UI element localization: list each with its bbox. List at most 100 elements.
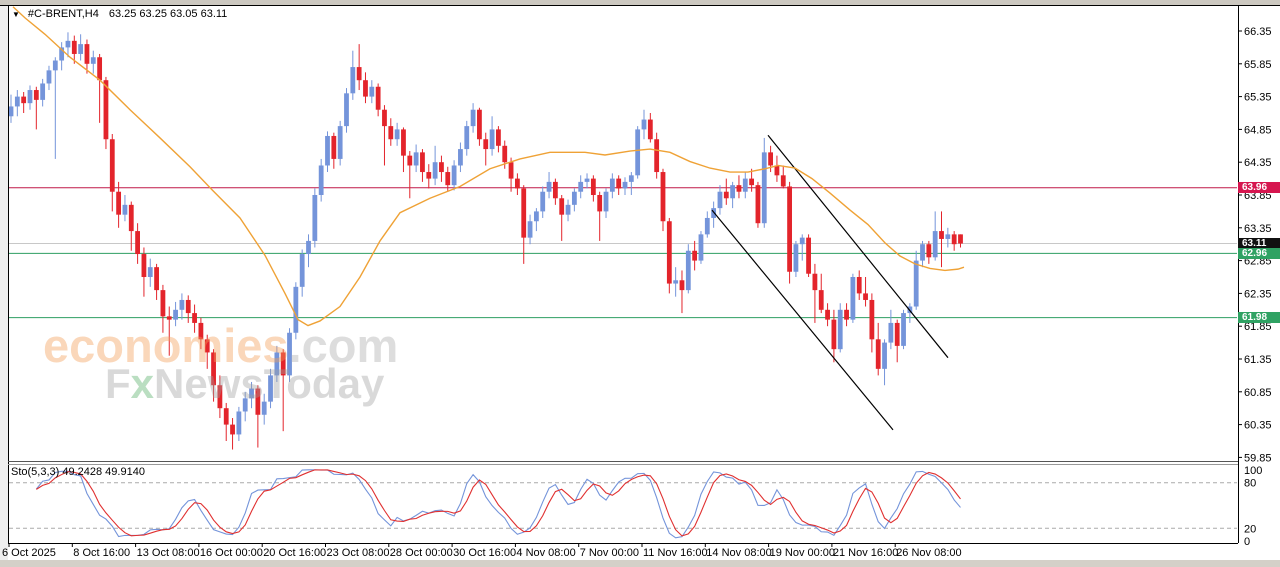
candle-up bbox=[913, 250, 919, 310]
candle-down bbox=[426, 164, 432, 189]
candle-down bbox=[356, 44, 362, 91]
candle-up bbox=[413, 144, 419, 173]
moving-average-line[interactable] bbox=[12, 6, 965, 327]
candle-up bbox=[489, 116, 495, 156]
candle-down bbox=[863, 277, 868, 307]
price-axis-label: 60.85 bbox=[1244, 387, 1272, 399]
candle-down bbox=[749, 168, 755, 192]
price-axis-label: 65.85 bbox=[1244, 59, 1272, 71]
candle-up bbox=[451, 160, 457, 191]
stochastic-d-line bbox=[36, 469, 961, 537]
candle-up bbox=[306, 234, 311, 268]
price-axis-label: 63.35 bbox=[1244, 223, 1272, 235]
candle-up bbox=[882, 339, 887, 386]
time-axis-label: 13 Oct 08:00 bbox=[137, 547, 200, 559]
price-axis-label: 61.35 bbox=[1244, 354, 1272, 366]
price-badge-current-price: 63.11 bbox=[1238, 238, 1280, 250]
candle-up bbox=[945, 227, 951, 248]
candle-up bbox=[793, 240, 799, 277]
candle-up bbox=[717, 185, 723, 215]
candle-up bbox=[920, 240, 925, 268]
stochastic-k-line bbox=[35, 469, 961, 539]
watermark-brand-suffix: .com bbox=[288, 319, 399, 372]
watermark-sub-rest: NewsToday bbox=[154, 360, 385, 407]
candle-down bbox=[280, 349, 286, 432]
candle-down bbox=[818, 273, 824, 314]
candle-up bbox=[40, 78, 46, 107]
stochastic-axis-label: 20 bbox=[1244, 523, 1256, 535]
candle-up bbox=[173, 301, 178, 327]
candle-down bbox=[198, 317, 204, 350]
candle-down bbox=[185, 295, 191, 323]
candle-down bbox=[445, 166, 451, 192]
candle-down bbox=[755, 181, 761, 228]
candle-down bbox=[109, 133, 115, 212]
candle-down bbox=[401, 127, 406, 173]
price-axis-label: 61.85 bbox=[1244, 321, 1272, 333]
window-bottom-strip bbox=[0, 560, 1280, 567]
candle-up bbox=[685, 244, 691, 294]
candle-down bbox=[875, 322, 881, 376]
symbol-dropdown-icon[interactable]: ▼ bbox=[12, 10, 20, 19]
candle-up bbox=[236, 406, 242, 441]
candle-up bbox=[704, 211, 710, 238]
window-left-strip bbox=[0, 5, 8, 567]
price-axis-label: 64.85 bbox=[1244, 124, 1272, 136]
time-axis-label: 20 Oct 16:00 bbox=[263, 547, 326, 559]
candle-up bbox=[274, 345, 280, 382]
candle-up bbox=[730, 181, 736, 209]
candle-down bbox=[388, 118, 394, 146]
candle-up bbox=[932, 211, 938, 261]
price-axis-label: 65.35 bbox=[1244, 92, 1272, 104]
stochastic-panel bbox=[9, 469, 1237, 539]
candle-up bbox=[261, 393, 267, 425]
candle-down bbox=[736, 175, 742, 199]
candle-down bbox=[597, 191, 603, 241]
candle-down bbox=[780, 165, 786, 189]
candle-down bbox=[211, 349, 216, 402]
candle-down bbox=[331, 132, 337, 169]
chart-frame bbox=[0, 5, 1280, 544]
candle-down bbox=[217, 375, 223, 419]
symbol-label: #C-BRENT,H4 bbox=[27, 8, 99, 20]
candle-down bbox=[116, 181, 122, 228]
time-axis-label: 23 Oct 08:00 bbox=[327, 547, 390, 559]
candle-down bbox=[616, 175, 622, 195]
stochastic-axis-label: 0 bbox=[1244, 536, 1250, 548]
channel-upper-trendline[interactable] bbox=[767, 134, 949, 359]
candle-up bbox=[337, 120, 343, 166]
time-axis[interactable]: 6 Oct 2025 8 Oct 16:00 13 Oct 08:00 16 Oct … bbox=[2, 543, 962, 559]
stochastic-axis-label: 100 bbox=[1244, 465, 1262, 477]
candle-up bbox=[122, 195, 128, 222]
price-axis[interactable]: 66.3565.8565.3564.8564.3563.8563.3562.85… bbox=[1238, 26, 1272, 548]
time-axis-label: 26 Nov 08:00 bbox=[896, 547, 961, 559]
candle-up bbox=[578, 175, 584, 199]
candle-down bbox=[647, 113, 653, 143]
candle-up bbox=[325, 131, 330, 173]
indicator-label: Sto(5,3,3) 49.2428 49.9140 bbox=[11, 466, 145, 478]
trend-channel bbox=[711, 134, 949, 431]
candle-down bbox=[951, 231, 957, 251]
price-badge-resistance: 63.96 bbox=[1238, 182, 1280, 194]
candle-up bbox=[546, 172, 552, 199]
time-axis-label: 30 Oct 16:00 bbox=[453, 547, 516, 559]
candle-down bbox=[812, 263, 818, 323]
candle-up bbox=[565, 199, 571, 222]
candle-down bbox=[894, 319, 900, 363]
candle-down bbox=[844, 303, 849, 327]
candles-series bbox=[8, 32, 963, 450]
candle-up bbox=[394, 122, 400, 146]
candle-up bbox=[698, 231, 704, 264]
candle-down bbox=[958, 234, 963, 248]
candle-up bbox=[711, 201, 717, 228]
channel-lower-trendline[interactable] bbox=[711, 209, 894, 431]
candle-up bbox=[318, 158, 324, 202]
candle-up bbox=[850, 273, 856, 323]
candle-up bbox=[635, 126, 641, 179]
candle-down bbox=[192, 304, 197, 333]
candle-down bbox=[787, 181, 792, 284]
candle-up bbox=[369, 80, 375, 104]
price-axis-label: 62.35 bbox=[1244, 288, 1272, 300]
